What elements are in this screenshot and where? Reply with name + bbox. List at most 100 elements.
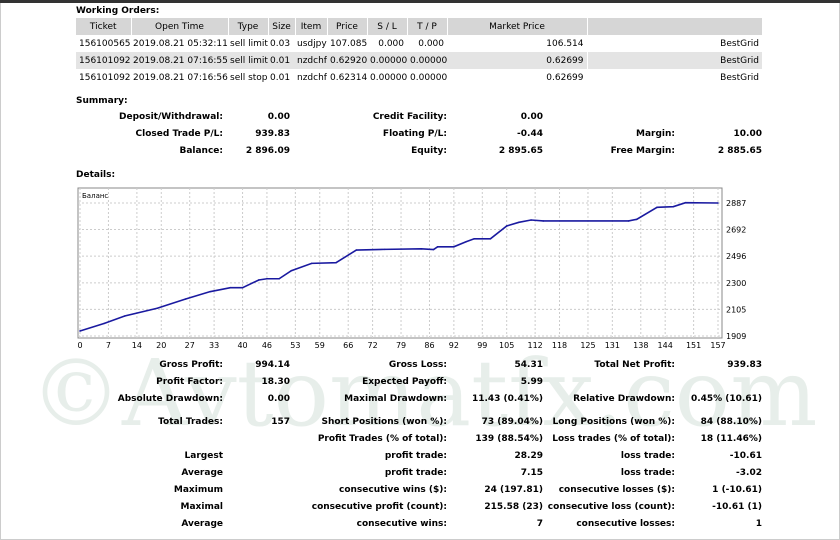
column-header[interactable] [587, 18, 763, 35]
order-cell: BestGrid [586, 69, 762, 86]
stat-value: 939.83 [727, 360, 762, 370]
stat-value [223, 465, 290, 482]
y-tick-label: 2300 [726, 279, 746, 288]
stat-value: 18.30 [261, 377, 290, 387]
stat-label: consecutive losses: [576, 519, 675, 529]
stat-value: 0.00 [267, 394, 290, 404]
balance-point [241, 286, 244, 289]
order-cell: 0.00000 [410, 72, 447, 83]
column-header[interactable]: Open Time [131, 18, 229, 35]
column-header[interactable]: T / P [407, 18, 448, 35]
stat-label: Expected Payoff: [362, 377, 447, 387]
y-tick-label: 2105 [726, 305, 746, 314]
stat-label: Maximal [180, 502, 223, 512]
stat-label: profit trade: [384, 451, 447, 461]
stat-label: Gross Loss: [388, 360, 447, 370]
stat-value: -0.44 [517, 129, 543, 139]
stat-value: 54.31 [514, 360, 543, 370]
balance-point [420, 248, 423, 250]
stat-value: 0.00 [267, 112, 290, 122]
stat-label: Profit Factor: [156, 377, 223, 387]
summary-title: Summary: [76, 96, 128, 106]
stat-value: 0.45% (10.61) [690, 394, 762, 404]
stat-value [223, 448, 290, 465]
stat-label: Short Positions (won %): [321, 417, 447, 427]
working-orders-title: Working Orders: [76, 6, 160, 16]
plot-area [77, 187, 723, 339]
balance-point [355, 249, 358, 251]
order-cell: 2019.08.21 07:16:56 [133, 72, 228, 83]
y-tick-label: 2496 [726, 252, 746, 261]
column-header[interactable]: Type [228, 18, 269, 35]
balance-point [542, 220, 545, 222]
x-tick-label: 7 [106, 341, 111, 350]
order-cell: 0.62699 [546, 72, 584, 83]
stat-label: consecutive losses ($): [558, 485, 675, 495]
balance-point [184, 298, 187, 300]
order-row[interactable]: 1561010924 2019.08.21 07:16:56 sell stop 0.… [76, 69, 762, 86]
balance-point [465, 240, 467, 243]
balance-point [518, 221, 520, 224]
balance-point [717, 202, 719, 204]
order-row[interactable]: 1561010923 2019.08.21 07:16:55 sell limit 0… [76, 52, 762, 69]
order-cell: 2019.08.21 07:16:55 [131, 52, 228, 69]
stat-value: 939.83 [255, 129, 290, 139]
x-tick-label: 59 [315, 341, 325, 350]
order-cell: 106.514 [546, 38, 584, 49]
y-tick-label: 2887 [726, 199, 746, 208]
balance-point [473, 237, 475, 240]
column-header[interactable]: S / L [367, 18, 408, 35]
stat-value: 18 (11.46%) [700, 434, 762, 444]
stat-label: Maximum [173, 485, 223, 495]
stat-value: 2 896.09 [245, 146, 290, 156]
order-cell: 0.62699 [447, 52, 587, 69]
stat-label: Absolute Drawdown: [117, 394, 223, 404]
balance-chart: 0 7 14 20 27 33 40 46 53 59 66 72 79 86 92 99 105 112 118 1… [77, 187, 746, 350]
stat-label: profit trade: [384, 468, 447, 478]
column-header[interactable]: Price [327, 18, 368, 35]
balance-point [436, 245, 439, 248]
order-cell: 107.085 [330, 38, 367, 49]
balance-point [156, 307, 159, 310]
stat-value: -3.02 [736, 468, 762, 478]
x-tick-label: 27 [185, 341, 195, 350]
balance-point [627, 220, 630, 222]
order-cell: 1561005651 [79, 38, 131, 49]
stat-label: Loss trades (% of total): [552, 434, 675, 444]
stat-value: 28.29 [514, 451, 543, 461]
stat-value: 2 895.65 [498, 146, 543, 156]
order-cell: nzdchf [295, 52, 327, 69]
x-tick-label: 157 [710, 341, 725, 350]
stat-label: consecutive profit (count): [311, 502, 447, 512]
chart-title: Баланс [82, 192, 108, 200]
stat-label [543, 374, 675, 391]
stat-value: -10.61 (1) [712, 502, 762, 512]
balance-point [530, 219, 532, 221]
stat-label: Profit Trades (% of total): [317, 434, 447, 444]
balance-point [79, 330, 81, 332]
stat-value: 1 (-10.61) [712, 485, 762, 495]
balance-point [383, 248, 386, 251]
x-tick-label: 0 [77, 341, 82, 350]
x-tick-label: 105 [499, 341, 514, 350]
stat-value: 7.15 [520, 468, 543, 478]
stat-label: consecutive wins: [356, 519, 447, 529]
order-cell: 0.01 [270, 72, 291, 83]
stat-label: Long Positions (won %): [552, 417, 675, 427]
column-header[interactable]: Ticket [76, 18, 132, 35]
order-row[interactable]: 1561005651 2019.08.21 05:32:11 sell limit 0… [76, 35, 762, 52]
stat-value: 139 (88.54%) [475, 434, 543, 444]
stat-value: 994.14 [255, 360, 290, 370]
stat-label: Maximal Drawdown: [344, 394, 447, 404]
x-tick-label: 118 [552, 341, 567, 350]
stat-value: 10.00 [733, 129, 762, 139]
stat-value [223, 431, 290, 448]
stat-label: Equity: [411, 146, 447, 156]
column-header[interactable]: Size [268, 18, 296, 35]
column-header[interactable]: Item [295, 18, 328, 35]
x-tick-label: 131 [605, 341, 620, 350]
stat-label: consecutive loss (count): [547, 502, 675, 512]
stat-value: 1 [755, 519, 762, 529]
order-cell: sell limit [230, 38, 268, 49]
column-header[interactable]: Market Price [447, 18, 588, 35]
